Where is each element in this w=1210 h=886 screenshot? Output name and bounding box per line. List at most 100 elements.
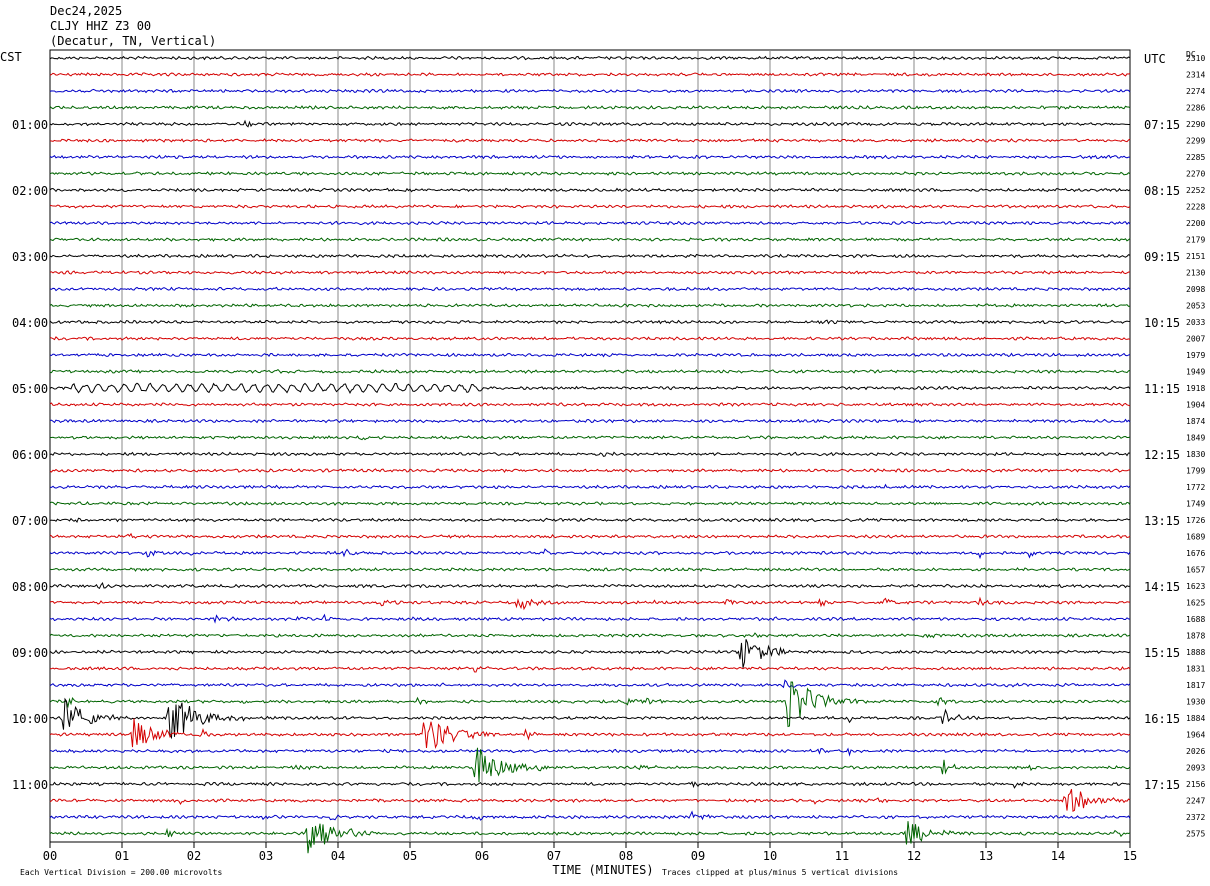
dc-offset-label: 2200 [1186, 219, 1205, 228]
dc-offset-label: 1657 [1186, 566, 1205, 575]
dc-offset-label: 2247 [1186, 797, 1205, 806]
dc-offset-label: 2299 [1186, 137, 1205, 146]
x-tick-label: 11 [835, 849, 849, 863]
cst-hour-label: 03:00 [12, 250, 48, 264]
seismic-trace [49, 187, 1131, 193]
dc-offset-label: 2372 [1186, 813, 1205, 822]
x-tick-label: 06 [475, 849, 489, 863]
utc-hour-label: 07:15 [1144, 118, 1180, 132]
dc-offset-label: 2285 [1186, 153, 1205, 162]
seismic-trace [49, 697, 1131, 740]
dc-offset-label: 1726 [1186, 516, 1205, 525]
seismic-trace [49, 639, 1131, 668]
x-tick-label: 01 [115, 849, 129, 863]
cst-hour-label: 06:00 [12, 448, 48, 462]
dc-offset-label: 2179 [1186, 236, 1205, 245]
dc-offset-label: 1930 [1186, 698, 1205, 707]
seismic-trace [49, 336, 1131, 341]
seismic-trace [49, 368, 1131, 374]
seismic-trace [49, 435, 1131, 441]
seismic-trace [49, 501, 1131, 506]
seismic-trace [49, 237, 1131, 242]
seismic-trace [49, 780, 1131, 789]
cst-hour-label: 10:00 [12, 712, 48, 726]
seismic-trace [49, 319, 1131, 325]
seismic-trace [49, 747, 1131, 757]
seismic-trace [49, 220, 1131, 226]
dc-offset-label: 1878 [1186, 632, 1205, 641]
right-axis-label: UTC [1144, 52, 1166, 66]
utc-hour-label: 15:15 [1144, 646, 1180, 660]
utc-hour-label: 12:15 [1144, 448, 1180, 462]
seismic-trace [49, 596, 1131, 611]
cst-hour-label: 09:00 [12, 646, 48, 660]
seismic-trace [49, 270, 1131, 275]
seismic-trace [49, 681, 1131, 728]
dc-offset-label: 2156 [1186, 780, 1205, 789]
utc-hour-label: 17:15 [1144, 778, 1180, 792]
cst-hour-label: 08:00 [12, 580, 48, 594]
dc-offset-label: 2053 [1186, 302, 1205, 311]
dc-offset-label: 2310 [1186, 54, 1205, 63]
seismic-trace [49, 171, 1131, 176]
chart-date: Dec24,2025 [50, 4, 123, 18]
utc-hour-label: 09:15 [1144, 250, 1180, 264]
utc-hour-label: 08:15 [1144, 184, 1180, 198]
footer-clip-note: Traces clipped at plus/minus 5 vertical … [662, 868, 898, 877]
x-tick-label: 10 [763, 849, 777, 863]
cst-hour-label: 05:00 [12, 382, 48, 396]
dc-offset-label: 2575 [1186, 830, 1205, 839]
dc-offset-label: 1676 [1186, 549, 1205, 558]
dc-offset-label: 1949 [1186, 368, 1205, 377]
dc-offset-label: 1831 [1186, 665, 1205, 674]
cst-hour-label: 02:00 [12, 184, 48, 198]
dc-header-label: DC [1186, 50, 1196, 59]
seismic-trace [49, 747, 1131, 783]
seismic-trace [49, 810, 1131, 821]
dc-offset-label: 2252 [1186, 186, 1205, 195]
x-tick-label: 04 [331, 849, 345, 863]
dc-offset-label: 1830 [1186, 450, 1205, 459]
dc-offset-label: 2270 [1186, 170, 1205, 179]
seismic-trace [49, 532, 1131, 539]
seismic-trace [49, 352, 1131, 358]
dc-offset-label: 1918 [1186, 384, 1205, 393]
seismic-trace [49, 613, 1131, 624]
dc-offset-label: 2151 [1186, 252, 1205, 261]
dc-offset-label: 2274 [1186, 87, 1205, 96]
seismic-trace [49, 548, 1131, 560]
seismic-trace [49, 204, 1131, 209]
dc-offset-label: 2290 [1186, 120, 1205, 129]
x-tick-label: 03 [259, 849, 273, 863]
seismic-trace [49, 718, 1131, 750]
seismic-trace [49, 468, 1131, 474]
dc-offset-label: 1623 [1186, 582, 1205, 591]
dc-offset-label: 1874 [1186, 417, 1205, 426]
seismic-trace [49, 582, 1131, 589]
seismic-trace [49, 483, 1131, 490]
x-tick-label: 12 [907, 849, 921, 863]
x-tick-label: 09 [691, 849, 705, 863]
dc-offset-label: 1689 [1186, 533, 1205, 542]
cst-hour-label: 07:00 [12, 514, 48, 528]
dc-offset-label: 2286 [1186, 104, 1205, 113]
dc-offset-label: 1888 [1186, 648, 1205, 657]
seismic-trace [49, 286, 1131, 292]
utc-hour-label: 14:15 [1144, 580, 1180, 594]
seismic-trace [49, 418, 1131, 424]
footer-scale-note: Each Vertical Division = 200.00 microvol… [20, 868, 222, 877]
seismic-trace [49, 105, 1131, 110]
dc-offset-label: 1749 [1186, 500, 1205, 509]
left-axis-label: CST [0, 50, 22, 64]
utc-hour-label: 16:15 [1144, 712, 1180, 726]
seismic-trace [49, 154, 1131, 160]
seismic-trace [49, 72, 1131, 77]
dc-offset-label: 2228 [1186, 203, 1205, 212]
seismic-trace [49, 666, 1131, 673]
utc-hour-label: 13:15 [1144, 514, 1180, 528]
seismic-trace [49, 138, 1131, 143]
dc-offset-label: 1849 [1186, 434, 1205, 443]
dc-offset-label: 1799 [1186, 467, 1205, 476]
x-axis-title: TIME (MINUTES) [552, 863, 653, 877]
dc-offset-label: 1817 [1186, 681, 1205, 690]
